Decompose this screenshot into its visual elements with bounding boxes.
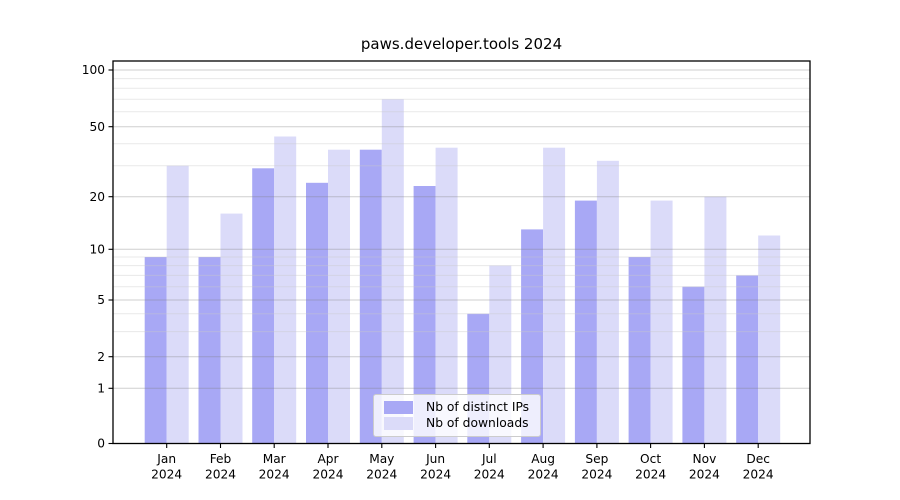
x-tick-label-month-jan: Jan — [156, 452, 176, 466]
x-tick-label-year-apr: 2024 — [312, 468, 343, 482]
legend-swatch-distinct-ips — [384, 401, 413, 414]
bar-sep-downloads — [596, 160, 619, 444]
y-tick-label-100: 100 — [82, 63, 105, 77]
x-tick-label-year-aug: 2024 — [528, 468, 559, 482]
bar-jun-distinct-ips — [413, 186, 436, 444]
bar-apr-distinct-ips — [306, 182, 328, 444]
x-tick-label-month-oct: Oct — [640, 452, 661, 466]
legend: Nb of distinct IPs Nb of downloads — [373, 394, 541, 437]
x-tick-label-month-may: May — [369, 452, 394, 466]
x-tick-label-month-jun: Jun — [425, 452, 445, 466]
bar-apr-downloads — [328, 149, 350, 444]
x-tick-label-month-mar: Mar — [263, 452, 287, 466]
bar-sep-distinct-ips — [574, 200, 597, 444]
bar-may-distinct-ips — [359, 149, 382, 444]
x-axis: Jan 2024 Feb 2024 Mar 2024 Apr 2024 May 2024 Jun 20… — [151, 443, 774, 482]
x-tick-label-year-jan: 2024 — [151, 468, 182, 482]
y-tick-label-20: 20 — [89, 190, 105, 204]
x-tick-label-year-dec: 2024 — [743, 468, 774, 482]
x-tick-label-year-nov: 2024 — [689, 468, 720, 482]
y-tick-label-5: 5 — [97, 293, 105, 307]
bar-jun-downloads — [435, 147, 458, 444]
legend-entry-downloads: Nb of downloads — [384, 417, 534, 430]
y-tick-label-1: 1 — [97, 382, 105, 396]
y-tick-label-0: 0 — [97, 437, 105, 451]
major-gridlines — [113, 69, 810, 389]
plot-border — [112, 60, 811, 445]
bar-feb-distinct-ips — [198, 257, 221, 444]
legend-entry-distinct-ips: Nb of distinct IPs — [384, 401, 534, 414]
bar-aug-downloads — [543, 147, 566, 444]
x-tick-label-year-may: 2024 — [366, 468, 397, 482]
bar-dec-downloads — [758, 235, 781, 444]
minor-gridlines — [113, 78, 810, 333]
legend-label-distinct-ips: Nb of distinct IPs — [426, 400, 530, 415]
bar-mar-downloads — [274, 136, 297, 444]
bar-may-downloads — [381, 99, 404, 444]
bar-jan-downloads — [166, 165, 189, 444]
x-tick-label-month-dec: Dec — [746, 452, 770, 466]
x-tick-label-month-apr: Apr — [317, 452, 339, 466]
x-tick-label-year-feb: 2024 — [205, 468, 236, 482]
x-tick-label-year-mar: 2024 — [259, 468, 290, 482]
y-tick-label-2: 2 — [97, 350, 105, 364]
y-tick-label-50: 50 — [89, 120, 105, 134]
x-tick-label-month-aug: Aug — [531, 452, 555, 466]
x-tick-label-year-sep: 2024 — [581, 468, 612, 482]
legend-label-downloads: Nb of downloads — [426, 416, 529, 431]
legend-swatch-downloads — [384, 417, 413, 430]
bar-dec-distinct-ips — [736, 275, 759, 444]
bar-oct-downloads — [650, 200, 673, 444]
bar-nov-downloads — [704, 196, 727, 444]
x-tick-label-year-jun: 2024 — [420, 468, 451, 482]
bar-feb-downloads — [220, 213, 243, 444]
x-tick-label-month-feb: Feb — [210, 452, 232, 466]
bar-mar-distinct-ips — [252, 168, 275, 444]
x-tick-label-year-oct: 2024 — [635, 468, 666, 482]
bar-nov-distinct-ips — [682, 286, 705, 444]
bars-group — [144, 99, 781, 444]
x-tick-label-month-jul: Jul — [481, 452, 497, 466]
x-tick-label-year-jul: 2024 — [474, 468, 505, 482]
bar-jan-distinct-ips — [144, 257, 167, 444]
bar-oct-distinct-ips — [628, 257, 651, 444]
y-tick-label-10: 10 — [89, 243, 105, 257]
y-axis: 0 1 2 5 10 20 50 100 — [82, 63, 113, 451]
x-tick-label-month-sep: Sep — [585, 452, 608, 466]
x-tick-label-month-nov: Nov — [693, 452, 717, 466]
chart-title: paws.developer.tools 2024 — [360, 35, 563, 53]
bar-aug-distinct-ips — [521, 229, 544, 444]
